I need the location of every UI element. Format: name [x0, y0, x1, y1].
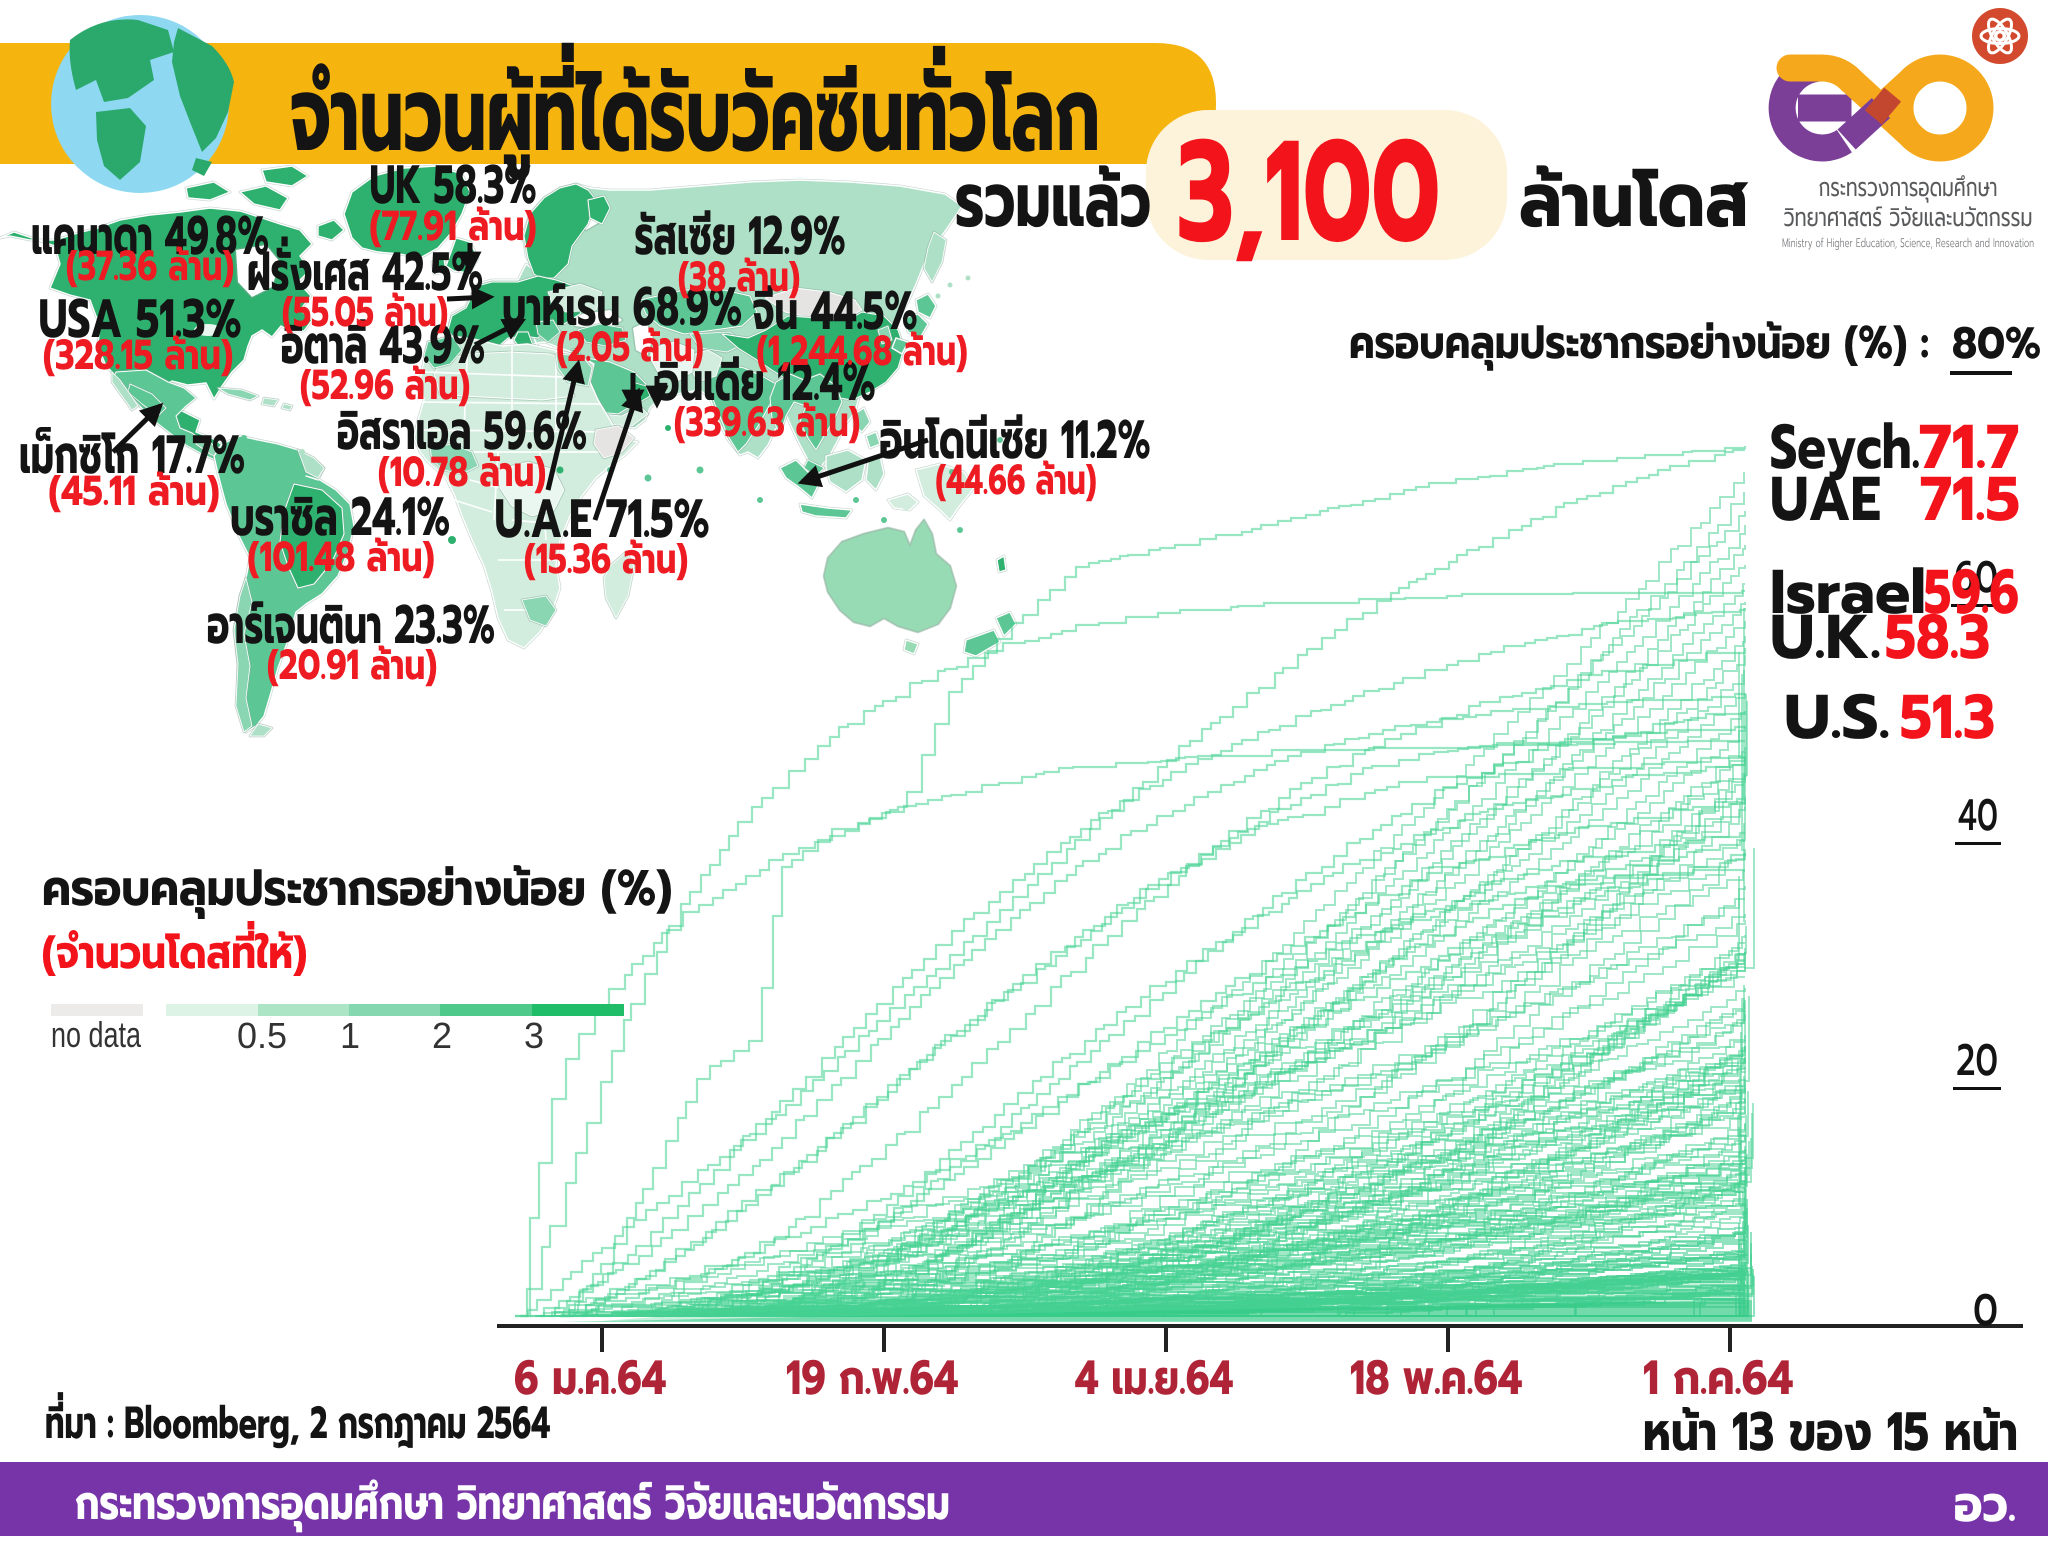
svg-text:0.5: 0.5 — [237, 1015, 287, 1056]
svg-text:2: 2 — [432, 1015, 452, 1056]
svg-text:no data: no data — [51, 1014, 142, 1055]
svg-text:3: 3 — [524, 1015, 544, 1056]
svg-text:1: 1 — [340, 1015, 360, 1056]
